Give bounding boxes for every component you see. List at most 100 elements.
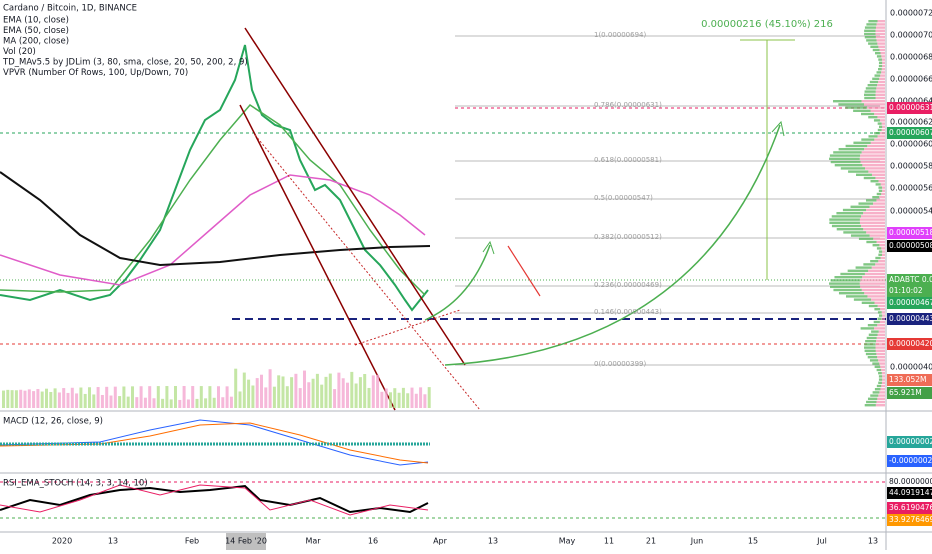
profile-bar <box>868 333 878 336</box>
cursor-date-bg <box>226 533 266 550</box>
profile-bar <box>873 202 885 205</box>
profile-bar <box>881 368 885 372</box>
volume-bar <box>66 392 70 408</box>
profile-bar <box>880 132 885 135</box>
price-tag <box>887 285 932 297</box>
profile-bar <box>882 189 885 192</box>
profile-bar <box>875 404 885 407</box>
profile-bar <box>878 253 883 256</box>
profile-bar <box>843 231 867 234</box>
volume-bar <box>410 387 414 408</box>
profile-bar <box>876 384 882 388</box>
profile-bar <box>867 324 878 327</box>
profile-bar <box>846 295 868 298</box>
profile-bar <box>833 100 862 103</box>
profile-bar <box>882 125 885 128</box>
profile-bar <box>876 368 882 372</box>
profile-bar <box>875 96 885 100</box>
volume-bar <box>100 394 104 408</box>
volume-bar <box>122 386 126 408</box>
profile-bar <box>878 80 885 84</box>
profile-bar <box>874 327 885 330</box>
volume-bar <box>178 399 182 408</box>
profile-bar <box>879 391 885 394</box>
profile-bar <box>874 388 881 391</box>
profile-bar <box>877 128 882 132</box>
profile-bar <box>877 20 885 23</box>
profile-bar <box>866 39 877 42</box>
profile-bar <box>872 196 880 199</box>
time-label: May <box>559 537 576 546</box>
profile-bar <box>876 23 885 26</box>
price-tag-text: 0.00000631 <box>889 103 932 112</box>
profile-bar <box>880 52 885 55</box>
profile-bar <box>878 45 885 48</box>
profile-bar <box>875 29 885 32</box>
volume-bar <box>83 393 87 408</box>
price-tag-text: -0.00000025 <box>889 456 932 465</box>
profile-bar <box>880 74 885 77</box>
profile-bar <box>877 397 885 400</box>
profile-bar <box>870 298 885 301</box>
profile-bar <box>876 87 885 90</box>
profile-bar <box>875 90 885 93</box>
volume-bar <box>174 386 177 408</box>
profile-bar <box>831 224 862 228</box>
price-tag <box>887 502 932 514</box>
profile-bar <box>875 263 885 266</box>
profile-bar <box>881 71 885 74</box>
profile-bar <box>829 154 861 157</box>
profile-bar <box>862 276 885 279</box>
profile-bar <box>829 221 860 224</box>
volume-bar <box>204 398 208 408</box>
volume-bar <box>195 398 199 408</box>
fib-label: 0.5(0.00000547) <box>594 194 653 202</box>
profile-bar <box>876 340 885 343</box>
profile-bar <box>866 240 877 244</box>
profile-bar <box>880 256 885 260</box>
profile-bar <box>859 282 885 285</box>
profile-bar <box>836 228 864 231</box>
profile-bar <box>869 234 885 237</box>
profile-bar <box>861 138 875 141</box>
profile-bar <box>863 212 885 215</box>
volume-bar <box>96 387 100 408</box>
fib-label: 0.786(0.00000631) <box>594 101 662 109</box>
volume-bar <box>307 382 311 408</box>
profile-bar <box>860 160 885 164</box>
profile-bar <box>870 180 879 183</box>
price-tag-text: 65.921M <box>889 388 922 397</box>
profile-bar <box>864 36 876 39</box>
profile-bar <box>875 256 881 260</box>
price-tag <box>887 240 932 252</box>
profile-bar <box>861 112 875 116</box>
profile-bar <box>878 381 882 384</box>
volume-bar <box>169 399 173 408</box>
profile-bar <box>879 196 885 199</box>
volume-bar <box>165 386 169 408</box>
volume-bar <box>311 378 315 408</box>
profile-bar <box>872 48 880 52</box>
profile-bar <box>878 260 885 263</box>
volume-bar <box>14 390 18 408</box>
price-tag <box>887 487 932 499</box>
study-legend: Vol (20) <box>3 47 36 57</box>
price-tag-text: 0.00000420 <box>889 339 932 348</box>
volume-bar <box>105 386 109 408</box>
volume-bar <box>315 373 319 408</box>
price-tag-text: 133.052M <box>889 375 927 384</box>
profile-bar <box>864 148 885 151</box>
volume-bar <box>2 390 5 408</box>
profile-bar <box>831 215 862 218</box>
volume-bar <box>389 392 392 408</box>
profile-bar <box>882 186 885 189</box>
volume-bar <box>139 386 143 408</box>
volume-bar <box>161 398 165 408</box>
